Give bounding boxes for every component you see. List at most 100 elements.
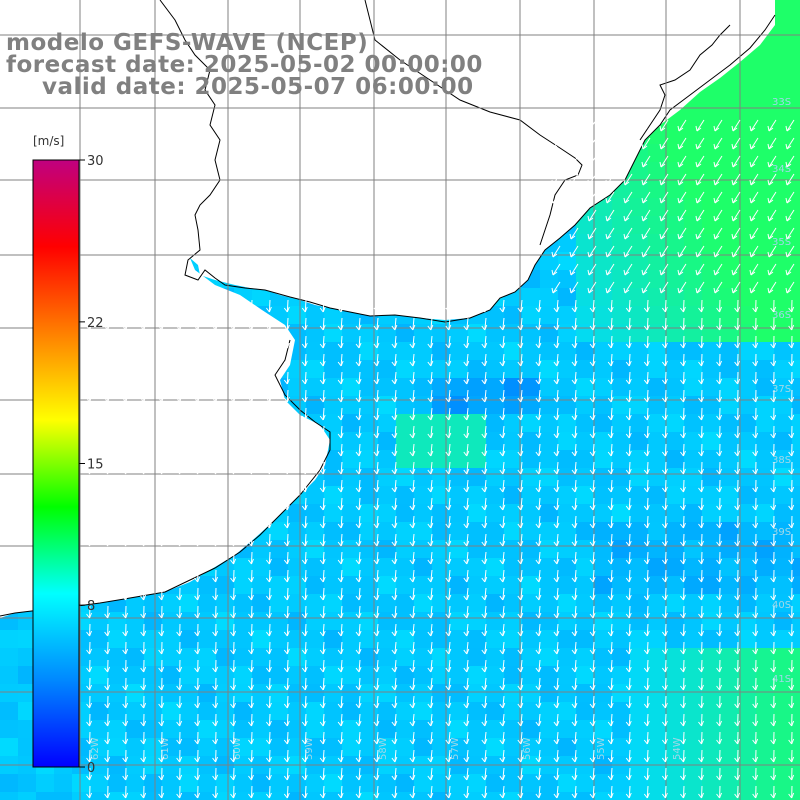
wind-cell [252,576,270,594]
wind-arrow [194,353,201,367]
wind-arrow [337,389,344,403]
wind-arrow [625,461,632,475]
wind-cell [108,792,126,800]
wind-arrow [481,767,488,781]
wind-arrow [140,533,147,547]
wind-cell [792,162,800,180]
wind-arrow [176,569,183,583]
wind-arrow [752,785,759,799]
wind-arrow [587,119,597,132]
wind-cell [756,684,774,702]
wind-cell [522,792,540,800]
wind-arrow [607,731,614,745]
wind-arrow [355,515,362,529]
wind-arrow [713,155,723,168]
wind-arrow [551,263,561,276]
wind-cell [612,666,630,684]
wind-cell [198,792,216,800]
wind-arrow [445,533,452,547]
wind-arrow [265,497,272,511]
wind-arrow [589,695,596,709]
wind-arrow [140,623,147,637]
wind-cell [504,360,522,378]
wind-arrow [265,551,272,565]
wind-arrow [788,569,795,583]
wind-cell [396,648,414,666]
wind-cell [342,576,360,594]
wind-arrow [283,785,290,799]
wind-cell [738,432,756,450]
wind-arrow [427,677,434,691]
wind-cell [576,720,594,738]
wind-cell [756,630,774,648]
wind-arrow [283,443,290,457]
wind-cell [270,702,288,720]
wind-cell [198,720,216,738]
wind-arrow [283,497,290,511]
wind-arrow [770,299,777,313]
wind-cell [180,774,198,792]
wind-cell [234,684,252,702]
wind-arrow [122,461,129,475]
wind-cell [468,666,486,684]
wind-arrow [86,371,93,385]
wind-cell [180,648,198,666]
wind-arrow [752,515,759,529]
wind-cell [522,720,540,738]
wind-arrow [553,443,560,457]
wind-cell [720,468,738,486]
wind-cell [288,594,306,612]
wind-arrow [770,623,777,637]
wind-arrow [517,353,524,367]
wind-arrow [752,659,759,673]
wind-arrow [553,353,560,367]
wind-arrow [643,695,650,709]
wind-cell [612,630,630,648]
wind-arrow [643,533,650,547]
wind-cell [720,576,738,594]
wind-arrow [212,731,219,745]
wind-arrow [104,587,111,601]
wind-arrow [158,695,165,709]
wind-cell [126,612,144,630]
wind-cell [360,720,378,738]
wind-cell [468,540,486,558]
wind-arrow [625,335,632,349]
wind-cell [738,666,756,684]
wind-cell [792,342,800,360]
wind-arrow [104,497,111,511]
wind-arrow [571,389,578,403]
wind-cell [450,576,468,594]
wind-arrow [770,677,777,691]
wind-cell [666,666,684,684]
wind-arrow [463,443,470,457]
wind-arrow [767,263,777,276]
wind-arrow [788,587,795,601]
wind-arrow [194,299,201,313]
wind-arrow [391,713,398,727]
wind-arrow [659,119,669,132]
wind-cell [486,504,504,522]
wind-arrow [587,209,597,222]
wind-arrow [605,155,615,168]
wind-cell [648,504,666,522]
wind-arrow [373,587,380,601]
wind-arrow [104,695,111,709]
wind-arrow [319,695,326,709]
wind-arrow [605,119,615,132]
wind-arrow [571,695,578,709]
wind-arrow [301,371,308,385]
wind-cell [450,504,468,522]
wind-cell [666,378,684,396]
wind-arrow [734,515,741,529]
wind-cell [684,720,702,738]
wind-cell [198,738,216,756]
wind-arrow [625,731,632,745]
wind-cell [198,702,216,720]
wind-arrow [535,317,542,331]
wind-arrow [248,731,254,745]
wind-arrow [734,785,741,799]
wind-arrow [265,461,272,475]
wind-arrow [623,191,633,204]
